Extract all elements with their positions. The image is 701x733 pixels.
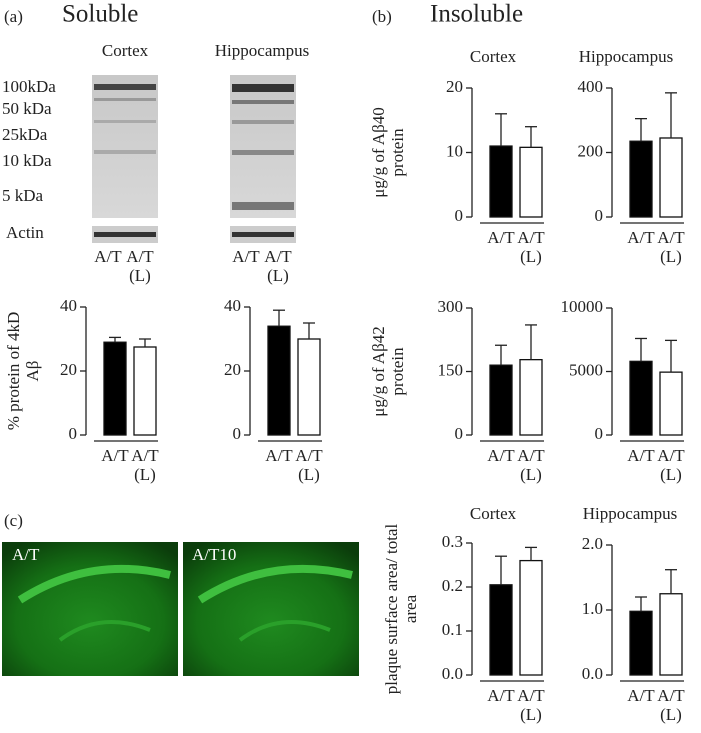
heading: Soluble xyxy=(62,1,138,28)
y-tick-label: 400 xyxy=(578,77,604,96)
y-tick-label: 5000 xyxy=(569,360,603,379)
y-tick-label: 0.2 xyxy=(442,576,463,595)
y-tick-label: 10 xyxy=(446,141,463,160)
bar xyxy=(267,325,291,436)
bar xyxy=(519,146,543,218)
y-axis-label: μg/g of Aβ40protein xyxy=(369,107,407,198)
x-tick-label: A/T (L) xyxy=(657,686,685,724)
y-tick-label: 300 xyxy=(438,297,464,316)
y-tick-label: 0 xyxy=(595,424,604,443)
lane-label: A/T xyxy=(232,247,260,266)
y-tick-label: 0.1 xyxy=(442,620,463,639)
lane-label: A/T (L) xyxy=(264,247,292,285)
actin-label: Actin xyxy=(6,223,44,242)
bar xyxy=(489,584,513,676)
x-tick-label: A/T xyxy=(101,446,129,465)
marker-label: 10 kDa xyxy=(2,151,52,170)
y-tick-label: 0.3 xyxy=(442,532,463,551)
x-tick-label: A/T (L) xyxy=(657,228,685,266)
y-tick-label: 1.0 xyxy=(582,599,603,618)
bar xyxy=(659,371,683,436)
lane-label: A/T (L) xyxy=(126,247,154,285)
blot-title: Hippocampus xyxy=(215,41,309,60)
panel-label: (a) xyxy=(4,7,23,26)
y-axis-label: μg/g of Aβ42protein xyxy=(369,326,407,417)
marker-label: 5 kDa xyxy=(2,186,44,205)
marker-label: 25kDa xyxy=(2,125,48,144)
panel-label: (c) xyxy=(4,511,23,530)
heading: Insoluble xyxy=(430,1,523,28)
y-axis-label: plaque surface area/ totalarea xyxy=(382,524,420,695)
marker-label: 50 kDa xyxy=(2,99,52,118)
chart-title: Cortex xyxy=(470,47,517,66)
x-tick-label: A/T (L) xyxy=(295,446,323,484)
chart-title: Hippocampus xyxy=(583,504,677,523)
y-tick-label: 0.0 xyxy=(582,664,603,683)
x-tick-label: A/T xyxy=(265,446,293,465)
x-tick-label: A/T xyxy=(627,228,655,247)
bar xyxy=(489,364,513,436)
micrographs: A/T A/T10 xyxy=(2,542,359,676)
bar-chart: 0 10 20 Cortex xyxy=(446,47,544,225)
x-tick-label: A/T xyxy=(487,228,515,247)
chart-title: Cortex xyxy=(470,504,517,523)
bar xyxy=(297,338,321,436)
y-tick-label: 0 xyxy=(455,206,464,225)
bar xyxy=(103,341,127,436)
chart-title: Hippocampus xyxy=(579,47,673,66)
x-tick-label: A/T xyxy=(627,686,655,705)
y-tick-label: 0 xyxy=(233,424,242,443)
x-tick-label: A/T (L) xyxy=(131,446,159,484)
y-tick-label: 0 xyxy=(595,206,604,225)
x-tick-label: A/T xyxy=(627,446,655,465)
y-tick-label: 0.0 xyxy=(442,664,463,683)
x-tick-label: A/T (L) xyxy=(517,686,545,724)
blot-title: Cortex xyxy=(102,41,149,60)
bar-chart: 0 5000 10000 xyxy=(561,297,684,443)
y-tick-label: 20 xyxy=(446,77,463,96)
bar xyxy=(659,593,683,676)
bar xyxy=(629,610,653,676)
blot-cortex xyxy=(92,75,158,243)
x-tick-label: A/T xyxy=(487,446,515,465)
image-label: A/T10 xyxy=(192,545,236,564)
image-label: A/T xyxy=(12,545,40,564)
bar xyxy=(519,559,543,676)
marker-label: 100kDa xyxy=(2,77,56,96)
y-tick-label: 200 xyxy=(578,141,604,160)
y-tick-label: 20 xyxy=(60,360,77,379)
y-tick-label: 0 xyxy=(455,424,464,443)
bar xyxy=(629,140,653,218)
bar xyxy=(519,358,543,436)
bar-chart: 0 20 40 xyxy=(60,296,158,443)
y-tick-label: 150 xyxy=(438,360,464,379)
y-tick-label: 40 xyxy=(224,296,241,315)
blot-hippocampus xyxy=(230,75,296,243)
bar xyxy=(133,346,157,436)
y-tick-label: 40 xyxy=(60,296,77,315)
bar xyxy=(489,145,513,218)
y-tick-label: 2.0 xyxy=(582,534,603,553)
x-tick-label: A/T (L) xyxy=(517,446,545,484)
x-tick-label: A/T (L) xyxy=(657,446,685,484)
lane-label: A/T xyxy=(94,247,122,266)
y-tick-label: 10000 xyxy=(561,297,604,316)
y-tick-label: 0 xyxy=(69,424,78,443)
bar-chart: 0.0 1.0 2.0 Hippocampus xyxy=(582,504,684,683)
x-tick-label: A/T (L) xyxy=(517,228,545,266)
panel-label: (b) xyxy=(372,7,392,26)
bar-chart: 0 150 300 xyxy=(438,297,544,443)
x-tick-label: A/T xyxy=(487,686,515,705)
bar xyxy=(629,360,653,436)
y-tick-label: 20 xyxy=(224,360,241,379)
bar-chart: 0 20 40 xyxy=(224,296,322,443)
bar-chart: 0 200 400 Hippocampus xyxy=(578,47,684,225)
y-axis-label: % protein of 4kDAβ xyxy=(4,312,42,431)
bar-chart: 0.0 0.1 0.2 0.3 Cortex xyxy=(442,504,544,683)
bar xyxy=(659,137,683,218)
